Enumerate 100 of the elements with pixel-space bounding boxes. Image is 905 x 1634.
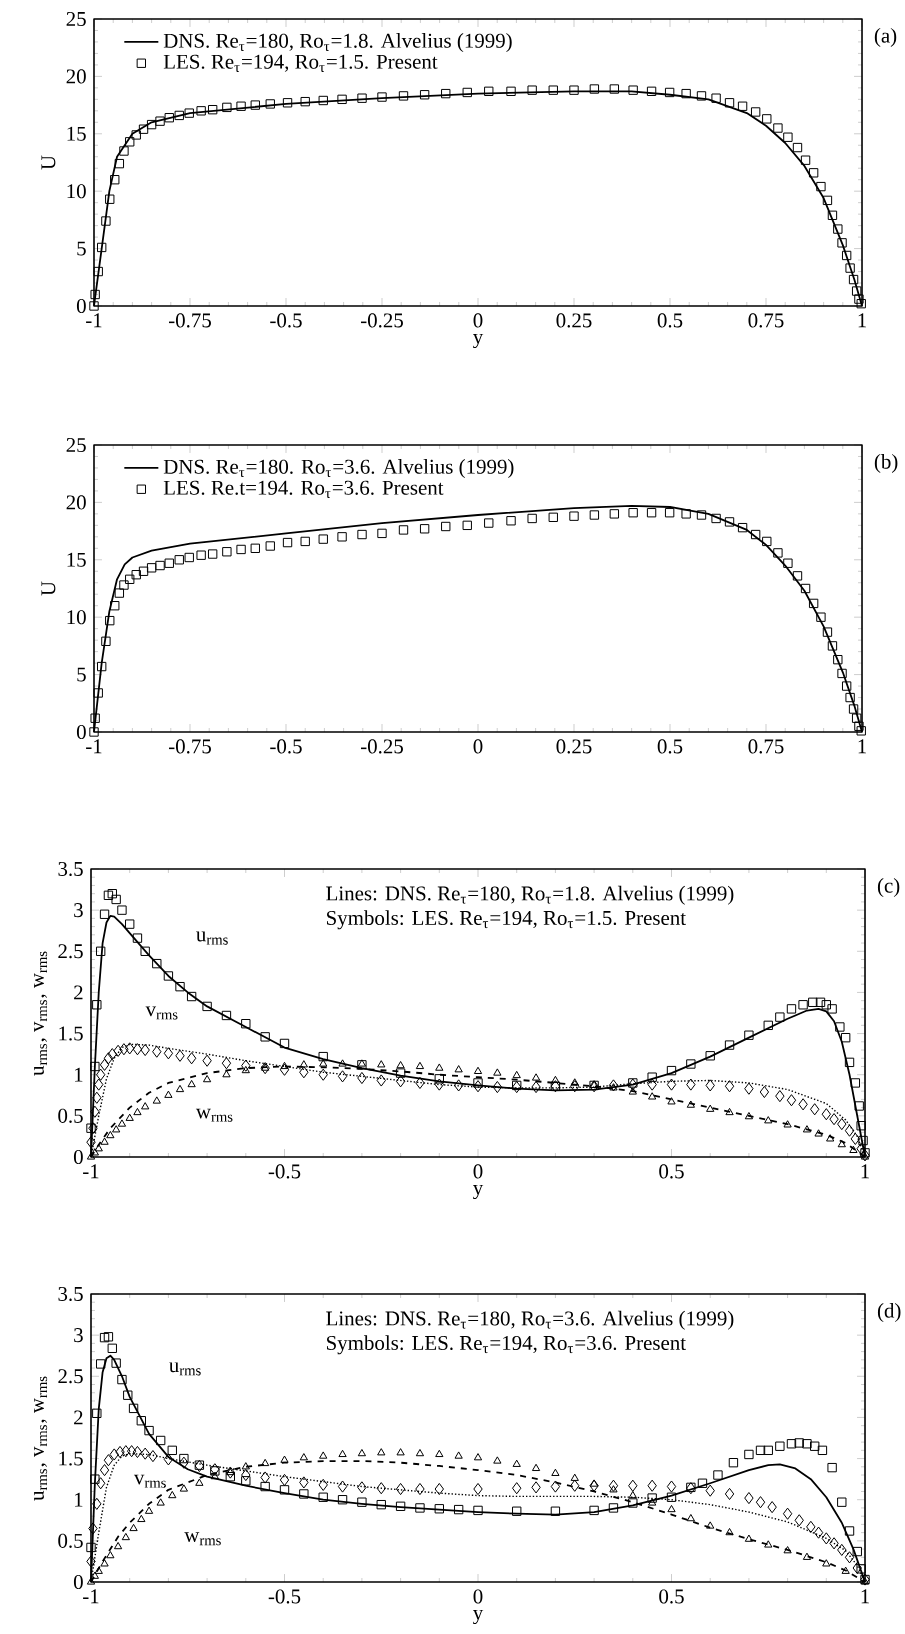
y-tick-label: 3 (74, 1328, 83, 1343)
annotation: v$_{rms}$ (145, 1006, 178, 1020)
point (713, 1470, 723, 1480)
point (628, 1479, 638, 1492)
x-tick-label: -0.25 (361, 313, 403, 328)
point (95, 1068, 106, 1081)
point (123, 1390, 133, 1400)
annotation: Symbols: LES. Re$_{τ}$=194, Ro$_{τ}$=1.5. Present (327, 910, 686, 930)
point (841, 1566, 850, 1574)
point (144, 1506, 154, 1514)
point (705, 1079, 715, 1092)
point (117, 905, 127, 915)
point (686, 1059, 696, 1069)
point (512, 1070, 521, 1079)
point (179, 1484, 189, 1492)
point (125, 919, 135, 929)
point (860, 1577, 870, 1585)
point (648, 1092, 657, 1100)
point (210, 1471, 219, 1480)
point (570, 1473, 579, 1481)
point (493, 1068, 502, 1076)
point (155, 1435, 166, 1446)
y-tick-label: 2 (74, 985, 83, 1000)
point (844, 1124, 855, 1137)
point (744, 1491, 754, 1505)
point (100, 1137, 109, 1145)
x-tick-label: -1 (83, 1164, 99, 1179)
point (724, 1040, 735, 1050)
point (136, 1416, 146, 1426)
point (767, 1501, 777, 1514)
point (241, 1476, 251, 1486)
point (396, 1448, 405, 1456)
point (111, 1358, 121, 1368)
y-tick-label: 2.5 (58, 1369, 83, 1384)
point (86, 1542, 96, 1553)
point (117, 1119, 127, 1127)
point (260, 1032, 270, 1042)
point (202, 1001, 212, 1012)
point (395, 1482, 406, 1496)
point (783, 1546, 792, 1554)
x-tick-label: 0 (473, 1589, 483, 1604)
point (415, 1076, 425, 1090)
point (454, 1451, 463, 1459)
y-tick-label: 15 (67, 552, 86, 567)
point (434, 1482, 444, 1496)
point (821, 1108, 831, 1121)
y-tick-label: 0.5 (58, 1533, 83, 1548)
point (802, 1439, 812, 1449)
point (88, 1522, 98, 1535)
y-tick-label: 0 (76, 298, 86, 314)
point (179, 1453, 189, 1464)
point (140, 1043, 150, 1057)
x-tick-label: -0.75 (169, 739, 211, 754)
point (775, 1090, 785, 1103)
point (666, 1480, 677, 1493)
point (808, 997, 818, 1007)
point (666, 1078, 677, 1091)
point (764, 1540, 773, 1548)
point (279, 1038, 290, 1049)
point (395, 1068, 406, 1078)
y-tick-label: 20 (66, 69, 86, 84)
legend-label: DNS. Re$_{τ}$=180, Ro$_{τ}$=1.8. Alvelius (1999) (163, 33, 512, 53)
point (222, 1070, 231, 1078)
point (337, 1070, 348, 1083)
point (686, 1100, 695, 1108)
point (152, 958, 162, 969)
point (844, 1551, 855, 1564)
x-tick-label: -1 (86, 739, 102, 754)
y-axis-title: u$_{rms}$, v$_{rms}$, w$_{rms}$ (34, 951, 48, 1076)
y-tick-label: 25 (66, 11, 86, 27)
point (705, 1484, 715, 1497)
point (377, 1448, 386, 1456)
y-tick-label: 3.5 (58, 1286, 83, 1302)
x-tick-label: 0.25 (556, 739, 592, 754)
point (338, 1449, 347, 1458)
point (724, 1487, 735, 1501)
point (299, 1066, 309, 1079)
point (337, 1495, 348, 1505)
point (802, 1552, 812, 1560)
point (473, 1066, 483, 1075)
point (844, 1526, 855, 1536)
point (570, 1479, 580, 1492)
point (103, 890, 114, 901)
annotation: Lines: DNS. Re$_{τ}$=180, Ro$_{τ}$=3.6. Alvelius (1999) (326, 1310, 734, 1330)
point (415, 1482, 425, 1496)
point (125, 1042, 135, 1055)
point (357, 1497, 367, 1507)
point (119, 1043, 129, 1056)
point (434, 1504, 444, 1514)
point (319, 1059, 328, 1067)
x-tick-label: 1 (858, 739, 866, 754)
point (493, 1456, 502, 1464)
x-tick-label: 0 (473, 739, 483, 754)
point (608, 1503, 619, 1513)
x-tick-label: -1 (83, 1589, 99, 1604)
point (241, 1065, 250, 1074)
point (531, 1073, 541, 1081)
point (815, 997, 826, 1007)
point (810, 1441, 820, 1451)
point (473, 1505, 483, 1516)
